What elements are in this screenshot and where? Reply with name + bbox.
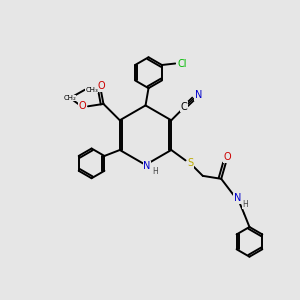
Text: CH₂: CH₂ [63,95,76,101]
Text: O: O [79,101,86,111]
Text: Cl: Cl [177,58,187,68]
Text: H: H [152,167,158,176]
Text: H: H [242,200,248,208]
Text: S: S [187,158,194,168]
Text: O: O [223,152,231,162]
Text: N: N [234,193,241,203]
Text: N: N [195,90,202,100]
Text: CH₃: CH₃ [85,87,98,93]
Text: O: O [97,81,105,91]
Text: N: N [143,161,151,171]
Text: C: C [181,102,188,112]
